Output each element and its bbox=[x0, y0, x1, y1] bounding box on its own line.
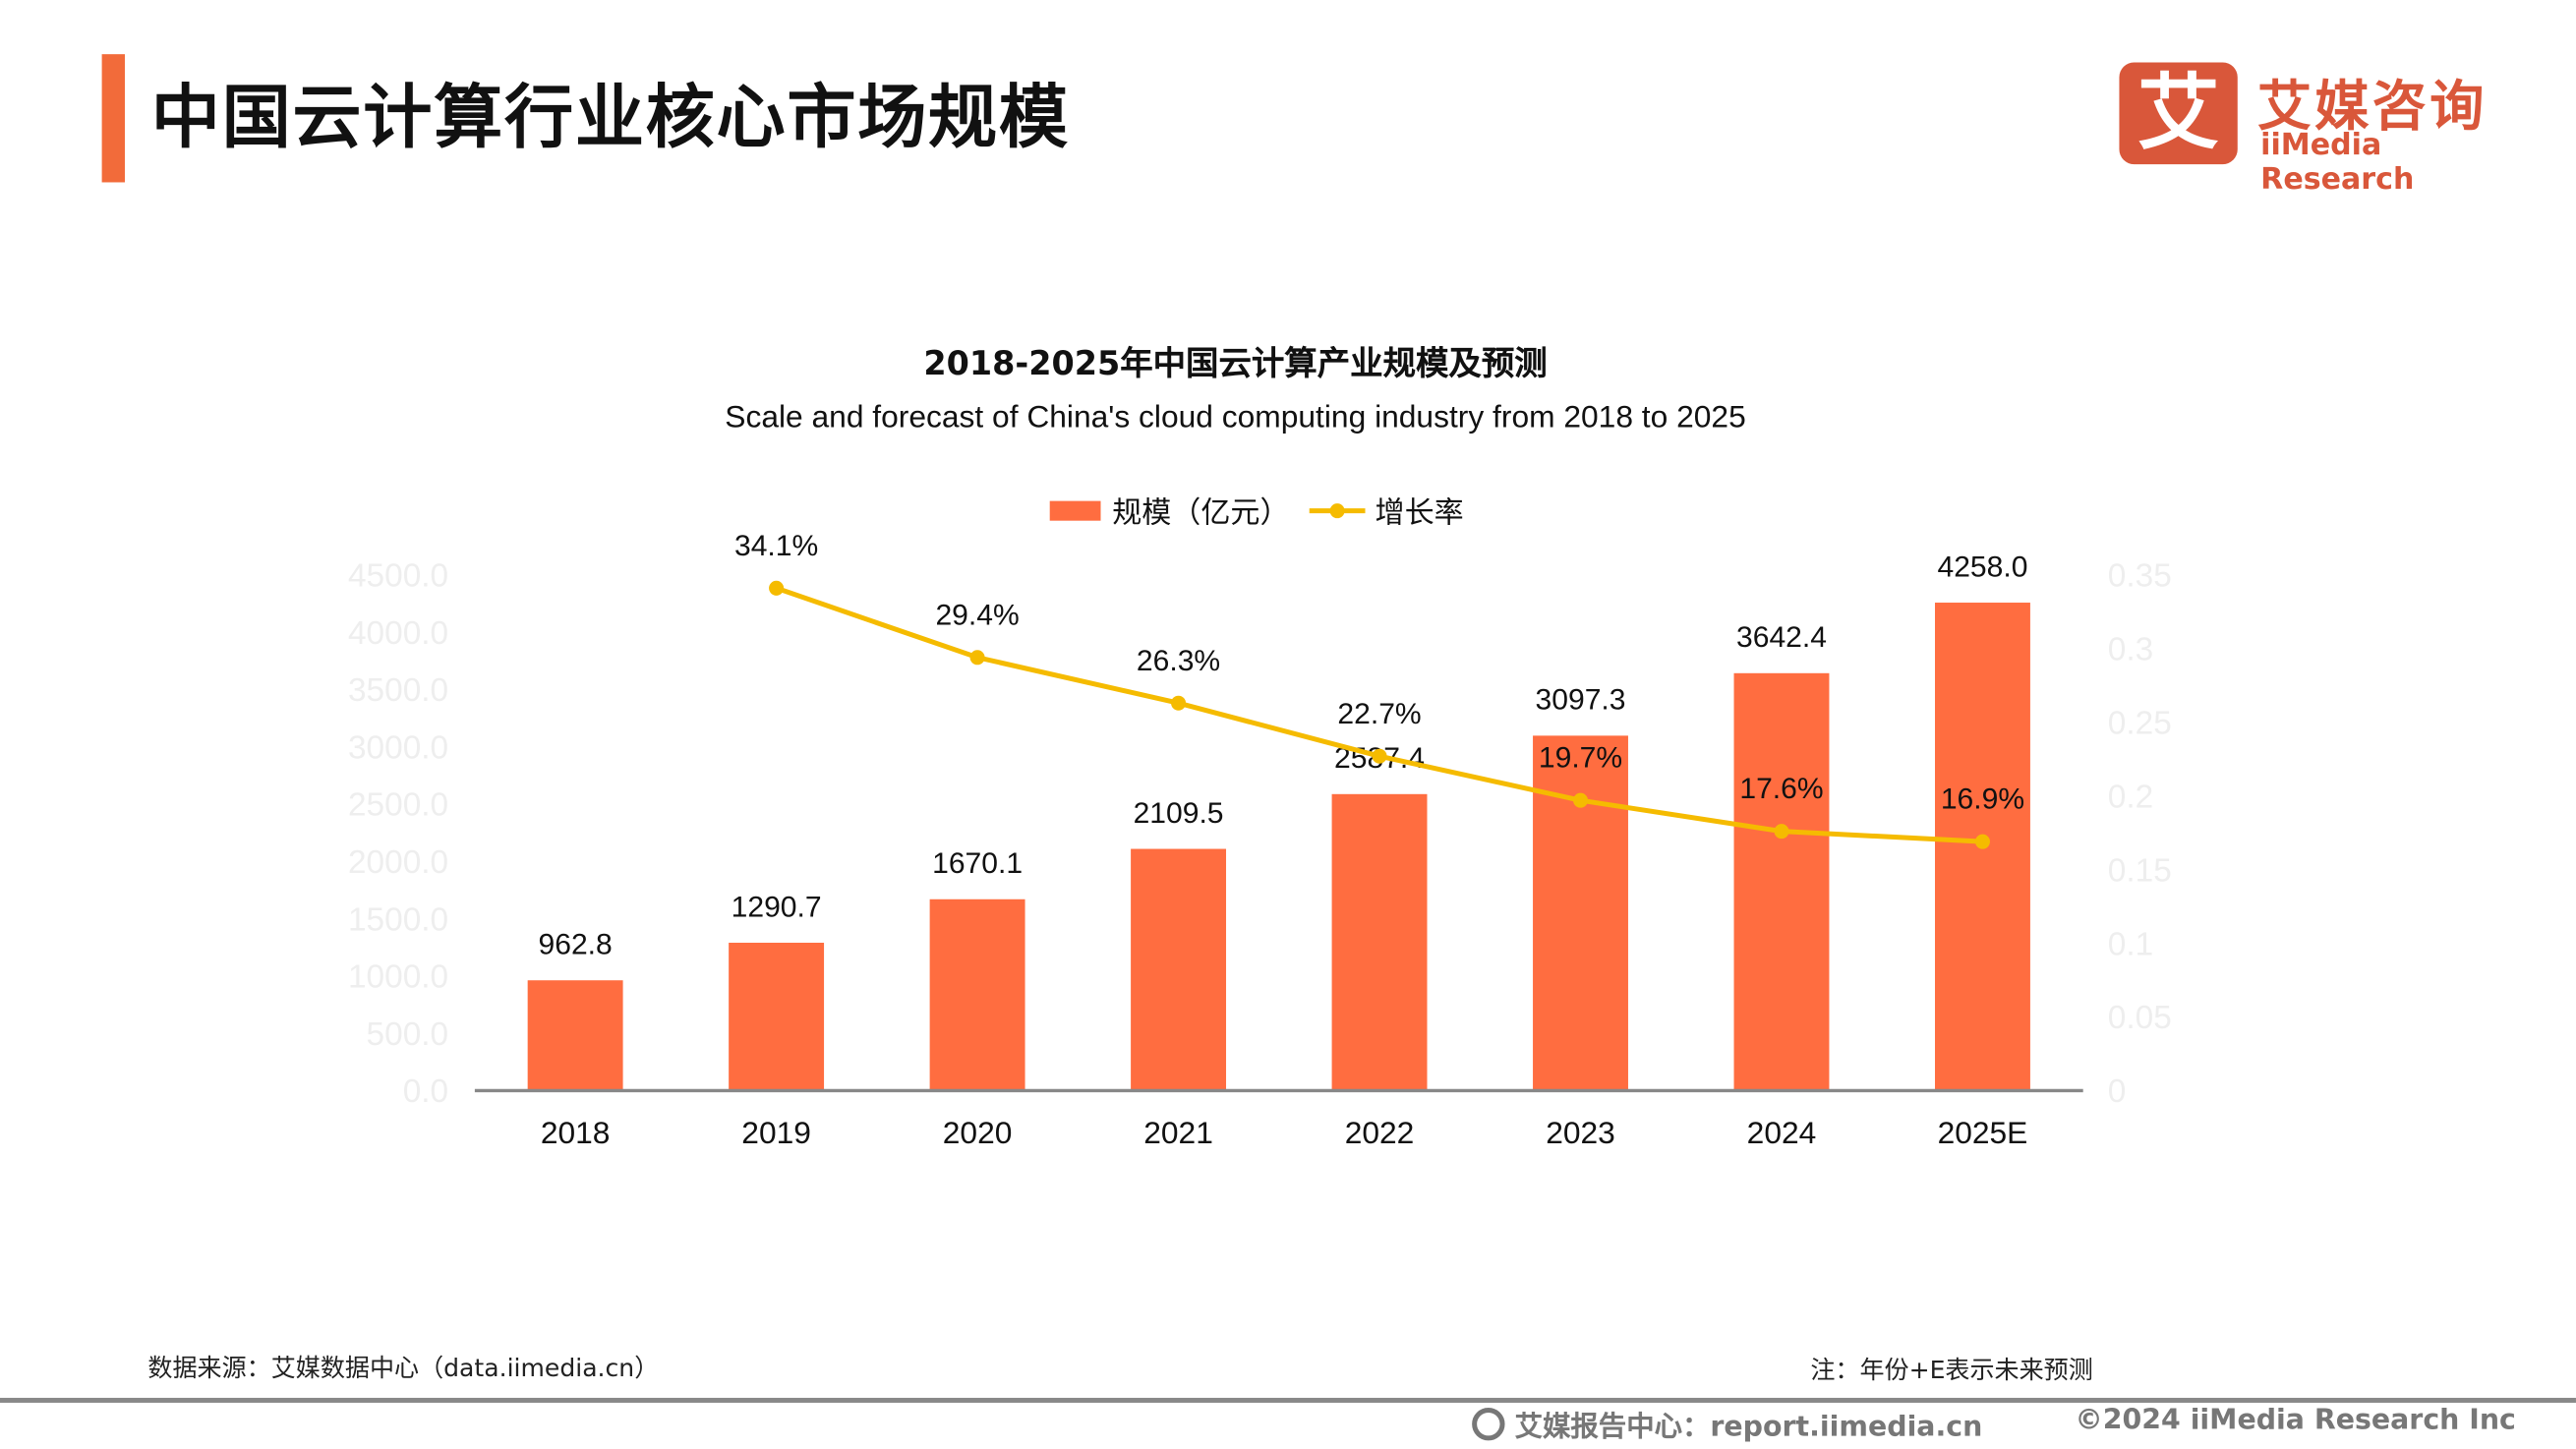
growth-rate-label: 22.7% bbox=[1337, 698, 1421, 730]
bar bbox=[729, 942, 825, 1091]
x-axis-tick: 2023 bbox=[1546, 1115, 1615, 1150]
growth-rate-point bbox=[1171, 695, 1187, 711]
logo-name-cn: 艾媒咨询 bbox=[2256, 74, 2488, 139]
left-axis-tick: 3000.0 bbox=[348, 729, 448, 766]
left-axis-tick: 0.0 bbox=[403, 1073, 448, 1110]
right-axis-tick: 0.2 bbox=[2108, 779, 2153, 815]
left-axis-tick: 1000.0 bbox=[348, 959, 448, 996]
globe-icon bbox=[1472, 1407, 1505, 1441]
bar-value-label: 1290.7 bbox=[732, 891, 822, 923]
x-axis-tick: 2022 bbox=[1345, 1115, 1415, 1150]
left-axis-tick: 2500.0 bbox=[348, 787, 448, 824]
footer-divider bbox=[0, 1397, 2576, 1403]
growth-rate-label: 19.7% bbox=[1539, 742, 1622, 775]
x-axis-tick: 2020 bbox=[943, 1115, 1013, 1150]
growth-rate-point bbox=[769, 580, 785, 596]
growth-rate-point bbox=[969, 650, 985, 666]
forecast-note: 注：年份+E表示未来预测 bbox=[1810, 1355, 2093, 1385]
footer-report-text[interactable]: 艾媒报告中心：report.iimedia.cn bbox=[1514, 1411, 1983, 1444]
x-axis-tick: 2021 bbox=[1143, 1115, 1213, 1150]
right-axis-tick: 0.35 bbox=[2108, 558, 2172, 595]
left-axis-tick: 500.0 bbox=[367, 1016, 449, 1053]
logo-mark: 艾 bbox=[2119, 62, 2238, 165]
right-axis-tick: 0.25 bbox=[2108, 705, 2172, 741]
right-axis-tick: 0.1 bbox=[2108, 926, 2153, 962]
legend-line-label: 增长率 bbox=[1376, 495, 1464, 530]
bar bbox=[1331, 793, 1428, 1091]
bar-value-label: 4258.0 bbox=[1937, 551, 2027, 583]
x-axis-tick: 2019 bbox=[741, 1115, 811, 1150]
right-axis-tick: 0.15 bbox=[2108, 852, 2172, 889]
right-axis-tick: 0.05 bbox=[2108, 1000, 2172, 1036]
left-axis-tick: 2000.0 bbox=[348, 844, 448, 881]
legend-bar-label: 规模（亿元） bbox=[1112, 495, 1289, 530]
title-accent-bar bbox=[101, 54, 125, 183]
iimedia-logo: 艾 艾媒咨询 iiMedia Research bbox=[2119, 62, 2530, 198]
left-axis-tick: 1500.0 bbox=[348, 901, 448, 938]
bar bbox=[1533, 735, 1628, 1091]
bar-value-label: 3642.4 bbox=[1736, 621, 1827, 654]
growth-rate-point bbox=[1572, 792, 1589, 808]
growth-rate-label: 17.6% bbox=[1739, 773, 1823, 805]
growth-rate-label: 16.9% bbox=[1941, 783, 2024, 816]
bar-value-label: 1670.1 bbox=[932, 847, 1023, 880]
footer-report[interactable]: 艾媒报告中心：report.iimedia.cn bbox=[1472, 1403, 1982, 1444]
legend-line-marker bbox=[1329, 503, 1345, 519]
chart-subtitle: Scale and forecast of China's cloud comp… bbox=[725, 400, 1746, 435]
growth-rate-label: 34.1% bbox=[734, 530, 818, 562]
right-axis-tick: 0 bbox=[2108, 1073, 2127, 1110]
growth-rate-point bbox=[1974, 834, 1990, 849]
left-axis-tick: 4500.0 bbox=[348, 558, 448, 595]
growth-rate-label: 26.3% bbox=[1137, 645, 1220, 677]
bar-value-label: 3097.3 bbox=[1536, 684, 1626, 717]
logo-name-en: iiMedia Research bbox=[2260, 128, 2415, 198]
left-axis-tick: 3500.0 bbox=[348, 672, 448, 709]
x-axis-tick: 2018 bbox=[541, 1115, 611, 1150]
bar-value-label: 2109.5 bbox=[1134, 797, 1224, 830]
data-source: 数据来源：艾媒数据中心（data.iimedia.cn） bbox=[147, 1353, 660, 1383]
bar bbox=[1733, 672, 1830, 1091]
chart: 0.0500.01000.01500.02000.02500.03000.035… bbox=[348, 495, 2172, 1150]
x-axis-tick: 2024 bbox=[1747, 1115, 1817, 1150]
x-axis-tick: 2025E bbox=[1938, 1115, 2028, 1150]
legend-bar-swatch bbox=[1049, 500, 1101, 521]
left-axis-tick: 4000.0 bbox=[348, 615, 448, 652]
page-title: 中国云计算行业核心市场规模 bbox=[150, 77, 1070, 158]
chart-title: 2018-2025年中国云计算产业规模及预测 bbox=[923, 343, 1548, 383]
bar bbox=[527, 980, 623, 1091]
bar-value-label: 962.8 bbox=[539, 928, 613, 960]
footer-copyright: ©2024 iiMedia Research Inc bbox=[2075, 1404, 2516, 1438]
growth-rate-label: 29.4% bbox=[935, 599, 1019, 631]
right-axis-tick: 0.3 bbox=[2108, 631, 2153, 667]
growth-rate-point bbox=[1372, 748, 1387, 764]
bar bbox=[1131, 848, 1227, 1091]
growth-rate-point bbox=[1774, 824, 1789, 840]
bar bbox=[929, 898, 1025, 1091]
